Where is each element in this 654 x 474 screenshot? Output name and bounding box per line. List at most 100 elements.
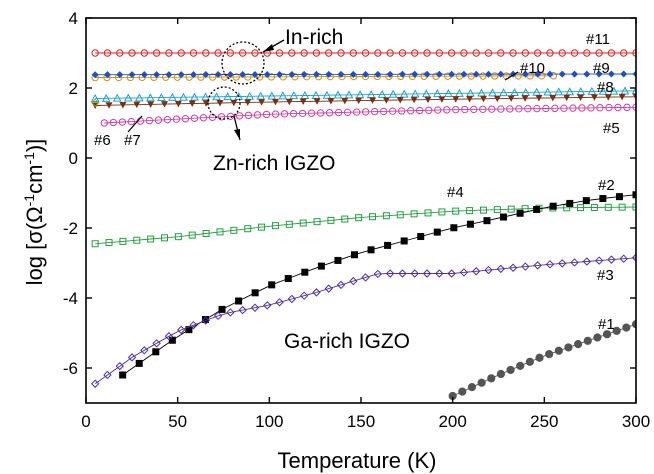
data-point (563, 94, 571, 102)
data-point (411, 49, 419, 57)
data-point (212, 92, 221, 101)
data-point (101, 93, 111, 102)
data-point (91, 49, 99, 57)
data-point (226, 71, 234, 79)
data-point (607, 255, 616, 264)
data-point (188, 231, 196, 239)
data-point (135, 359, 143, 367)
data-point (443, 106, 451, 114)
data-point (435, 70, 443, 78)
data-point (300, 70, 308, 78)
data-point (185, 73, 193, 81)
data-point (432, 89, 442, 98)
data-point (251, 49, 259, 57)
data-point (337, 49, 345, 57)
data-point (609, 86, 619, 95)
data-point (521, 70, 529, 78)
data-point (595, 49, 603, 57)
data-point (119, 101, 127, 109)
ga-rich-label: Ga-rich IGZO (284, 330, 410, 353)
data-point (90, 98, 100, 107)
data-point (367, 246, 375, 254)
data-point (435, 269, 444, 278)
data-point (235, 297, 243, 305)
data-point (334, 108, 343, 117)
data-point (202, 71, 210, 79)
data-point (288, 70, 296, 78)
series-label: #3 (597, 267, 614, 284)
data-point (382, 97, 390, 104)
data-point (188, 100, 196, 108)
data-point (307, 109, 316, 117)
data-point (147, 235, 155, 243)
data-point (168, 92, 177, 101)
data-point (355, 97, 363, 105)
data-point (355, 214, 363, 222)
data-point (521, 262, 530, 271)
data-point (343, 108, 352, 117)
data-point (452, 105, 460, 114)
data-point (479, 105, 487, 113)
in-rich-dotted-circle (221, 41, 265, 85)
data-point (140, 346, 149, 355)
data-point (350, 251, 358, 259)
data-point (554, 87, 564, 96)
data-point (116, 71, 124, 79)
data-point (605, 103, 613, 112)
data-point (477, 378, 486, 387)
data-point (100, 119, 109, 127)
data-point (251, 70, 259, 78)
data-point (551, 104, 559, 113)
data-point (230, 99, 238, 107)
data-point (410, 210, 418, 218)
series-label: #10 (520, 60, 545, 77)
data-point (250, 303, 260, 312)
zn-rich-arrowhead (234, 129, 240, 140)
data-point (271, 98, 279, 106)
data-point (521, 95, 529, 102)
data-point (287, 294, 297, 304)
data-point (438, 208, 446, 216)
data-point (134, 93, 144, 102)
data-point (497, 49, 505, 57)
data-point (172, 115, 181, 123)
data-point (334, 256, 342, 264)
data-point (398, 70, 406, 78)
data-point (622, 323, 631, 332)
data-point (618, 203, 626, 211)
data-point (289, 109, 298, 118)
data-point (369, 97, 377, 104)
data-point (271, 110, 280, 118)
data-point (564, 343, 573, 352)
data-point (410, 269, 419, 278)
data-point (598, 86, 608, 95)
data-point (284, 275, 292, 283)
data-point (201, 316, 210, 325)
data-point (213, 311, 223, 321)
data-point (479, 206, 487, 214)
data-point (599, 195, 607, 203)
data-point (258, 223, 266, 231)
data-point (255, 73, 264, 81)
data-point (631, 86, 636, 95)
series-labels: #11 #10 #9 #8 #7 #6 #5 #4 #2 #3 #1 (94, 31, 620, 333)
data-point (174, 233, 182, 241)
data-point (535, 95, 543, 102)
data-point (119, 237, 127, 245)
data-point (220, 73, 229, 81)
series-n2 (119, 191, 636, 379)
data-point (271, 222, 279, 230)
data-point (251, 289, 259, 297)
data-point (461, 105, 469, 114)
data-point (239, 71, 247, 79)
data-point (325, 70, 333, 78)
data-point (235, 112, 244, 120)
data-point (596, 104, 604, 112)
data-point (508, 263, 518, 272)
data-point (549, 202, 557, 210)
data-point (515, 105, 523, 113)
data-point (179, 92, 188, 101)
data-point (435, 49, 444, 57)
data-point (145, 116, 154, 125)
data-point (197, 73, 205, 81)
